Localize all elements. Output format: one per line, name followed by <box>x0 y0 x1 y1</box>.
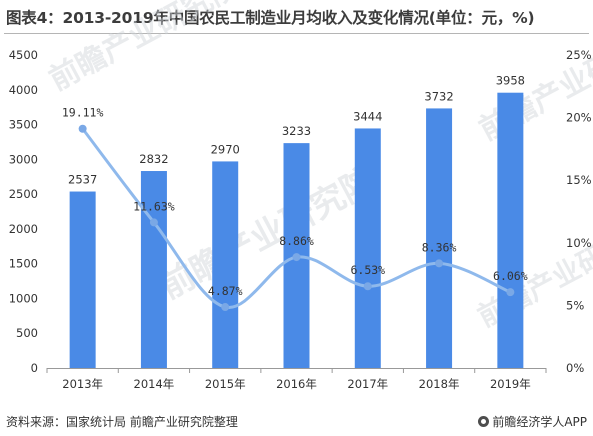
title-divider <box>4 33 589 34</box>
bar-value-label: 3233 <box>282 124 311 138</box>
growth-point <box>149 218 158 227</box>
growth-point <box>78 124 87 133</box>
growth-value-label: 8.36% <box>422 240 457 254</box>
growth-value-label: 8.86% <box>279 234 314 248</box>
growth-value-label: 19.11% <box>62 106 104 120</box>
x-tick-label: 2018年 <box>419 377 460 391</box>
growth-point <box>363 282 372 291</box>
y-left-tick-label: 3500 <box>9 118 38 132</box>
bar <box>426 108 453 368</box>
x-tick-label: 2015年 <box>205 377 246 391</box>
bar-value-label: 3958 <box>496 74 525 88</box>
x-tick-label: 2016年 <box>276 377 317 391</box>
bar-value-label: 3732 <box>424 89 453 103</box>
y-right-tick-label: 15% <box>566 173 592 187</box>
growth-value-label: 6.53% <box>350 263 385 277</box>
x-tick-label: 2014年 <box>134 377 175 391</box>
y-left-tick-label: 1000 <box>9 291 38 305</box>
y-left-tick-label: 4500 <box>9 48 38 62</box>
bar-value-label: 2537 <box>68 173 97 187</box>
y-right-tick-label: 5% <box>566 298 584 312</box>
y-right-tick-label: 20% <box>566 111 592 125</box>
bar <box>354 128 381 368</box>
growth-point <box>435 259 444 268</box>
y-right-tick-label: 10% <box>566 236 592 250</box>
bar-value-label: 3444 <box>353 109 382 123</box>
bar-value-label: 2832 <box>139 152 168 166</box>
y-left-tick-label: 4000 <box>9 83 38 97</box>
brand-label: 前瞻经济学人APP <box>478 413 587 430</box>
y-left-tick-label: 2000 <box>9 222 38 236</box>
y-left-tick-label: 3000 <box>9 152 38 166</box>
combo-chart: 0 500 1000 1500 2000 2500 3000 3500 4000 4500 0% 5%… <box>9 48 592 391</box>
growth-value-label: 11.63% <box>133 199 175 213</box>
y-left-tick-label: 1500 <box>9 257 38 271</box>
bar <box>140 171 167 368</box>
bar <box>69 191 96 368</box>
growth-point <box>292 253 301 262</box>
y-right-tick-label: 25% <box>566 48 592 62</box>
bar-value-label: 2970 <box>211 142 240 156</box>
bar <box>497 92 524 369</box>
growth-value-label: 6.06% <box>493 269 528 283</box>
x-tick-label: 2017年 <box>347 377 388 391</box>
x-tick-label: 2019年 <box>490 377 531 391</box>
y-right-tick-label: 0% <box>566 361 584 375</box>
source-note: 资料来源：国家统计局 前瞻产业研究院整理 <box>6 415 238 429</box>
y-left-tick-label: 500 <box>16 326 38 340</box>
x-tick-label: 2013年 <box>62 377 103 391</box>
brand-logo-icon <box>478 416 490 427</box>
chart-title: 图表4：2013-2019年中国农民工制造业月均收入及变化情况(单位：元，%) <box>6 9 535 27</box>
brand-text: 前瞻经济学人APP <box>492 415 587 429</box>
growth-point <box>506 288 515 297</box>
y-left-tick-label: 2500 <box>9 187 38 201</box>
y-left-tick-label: 0 <box>31 361 38 375</box>
growth-point <box>221 303 230 312</box>
growth-value-label: 4.87% <box>208 284 243 298</box>
bar <box>212 161 239 368</box>
